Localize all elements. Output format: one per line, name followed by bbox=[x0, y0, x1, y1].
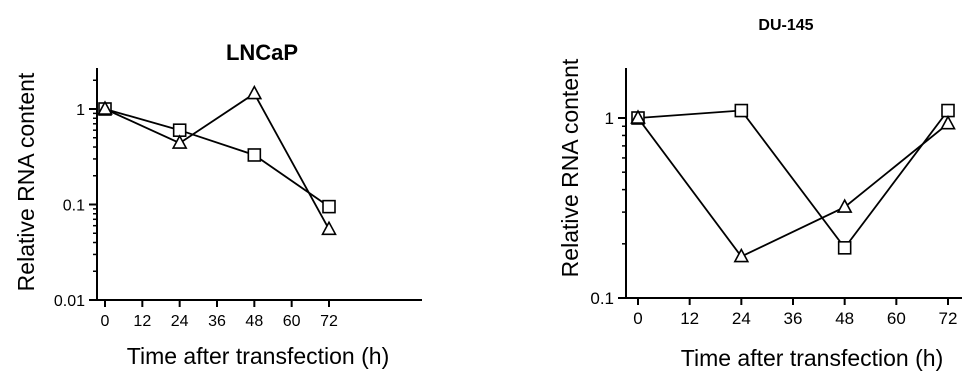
square-marker bbox=[837, 241, 852, 255]
square-series-line bbox=[104, 108, 330, 208]
chart-title: LNCaP bbox=[226, 40, 298, 65]
triangle-marker bbox=[836, 198, 853, 213]
chart-lncap: LNCaP Relative RNA content Time after tr… bbox=[13, 40, 422, 369]
triangle-marker bbox=[733, 247, 750, 263]
x-tick-label: 60 bbox=[887, 309, 906, 328]
y-axis-label: Relative RNA content bbox=[557, 58, 583, 277]
x-tick-label: 24 bbox=[732, 309, 751, 328]
y-tick-label: 0.01 bbox=[54, 293, 85, 310]
x-tick-label: 72 bbox=[320, 313, 338, 330]
y-axis-label: Relative RNA content bbox=[13, 72, 39, 291]
triangle-series-line bbox=[637, 117, 949, 258]
triangle-marker bbox=[246, 84, 263, 100]
x-tick-label: 48 bbox=[245, 313, 263, 330]
x-tick-label: 36 bbox=[784, 309, 803, 328]
triangle-marker bbox=[321, 220, 337, 236]
x-tick-label: 48 bbox=[835, 309, 854, 328]
data-series bbox=[97, 84, 337, 236]
x-axis-label: Time after transfection (h) bbox=[127, 343, 389, 369]
x-tick-label: 72 bbox=[939, 309, 958, 328]
x-tick-label: 36 bbox=[208, 313, 226, 330]
axis-ticks: 0 12 24 36 48 60 72 0.01 0.1 1 bbox=[54, 79, 338, 330]
y-tick-label: 0.1 bbox=[590, 289, 614, 308]
triangle-marker bbox=[630, 109, 646, 124]
x-tick-label: 24 bbox=[171, 313, 189, 330]
square-series-line bbox=[637, 109, 949, 250]
y-tick-label: 0.1 bbox=[63, 198, 85, 215]
triangle-series-line bbox=[104, 92, 330, 230]
x-tick-label: 0 bbox=[101, 313, 110, 330]
square-marker bbox=[941, 103, 955, 118]
x-tick-label: 12 bbox=[680, 309, 699, 328]
x-tick-label: 0 bbox=[633, 309, 642, 328]
square-marker bbox=[247, 148, 262, 162]
square-marker bbox=[322, 199, 336, 214]
y-tick-label: 1 bbox=[605, 109, 614, 128]
axis-ticks: 0 12 24 36 48 60 72 0.1 1 bbox=[590, 109, 957, 328]
y-tick-label: 1 bbox=[76, 102, 85, 119]
triangle-marker bbox=[97, 100, 113, 115]
chart-title: DU-145 bbox=[758, 17, 813, 34]
square-marker bbox=[734, 103, 749, 118]
x-axis-label: Time after transfection (h) bbox=[681, 345, 943, 371]
x-tick-label: 12 bbox=[133, 313, 151, 330]
x-tick-label: 60 bbox=[283, 313, 301, 330]
triangle-marker bbox=[171, 134, 188, 149]
data-series bbox=[630, 103, 956, 263]
chart-du145: DU-145 Relative RNA content Time after t… bbox=[557, 17, 962, 371]
triangle-marker bbox=[940, 114, 956, 130]
